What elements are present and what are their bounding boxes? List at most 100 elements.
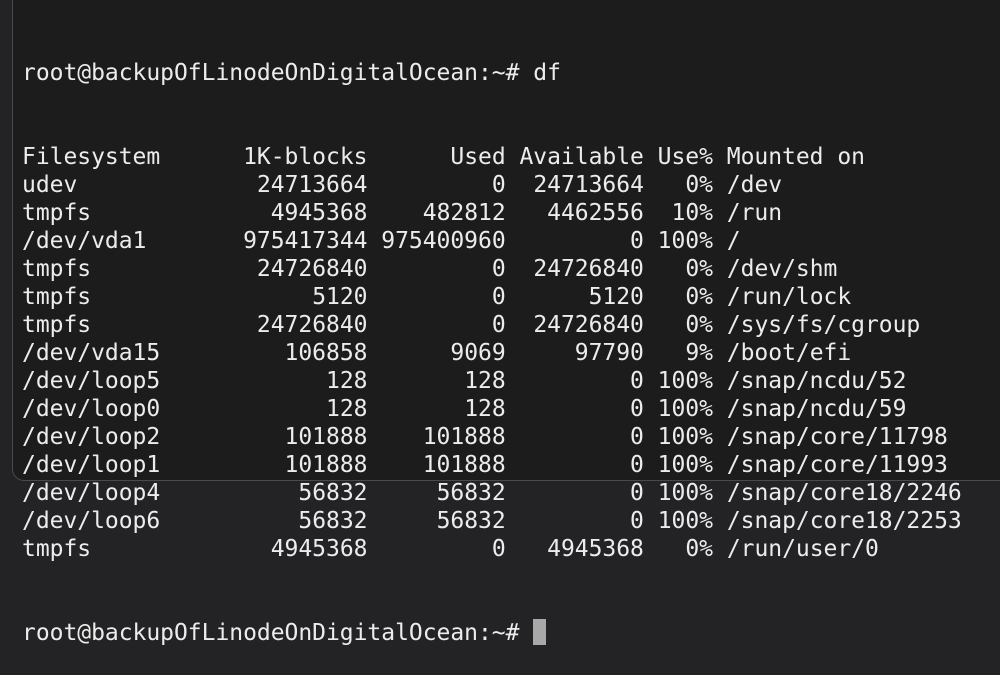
df-table: Filesystem 1K-blocks Used Available Use%… [22,143,962,563]
cell: /run [726,200,783,226]
cell: 0 [630,480,644,506]
cell: 128 [326,396,368,422]
cell: /dev/shm [726,256,838,282]
cell: /dev/loop4 [22,480,161,506]
cell: 0 [630,452,644,478]
cell: 0 [491,536,506,562]
cell: /snap/core/11993 [726,452,948,478]
cell: 1K-blocks [243,144,368,170]
cell: 0% [685,536,713,562]
cell: /dev/loop6 [22,508,161,534]
cell: 100% [657,508,713,534]
cell: 0 [491,172,506,198]
prompt: root@backupOfLinodeOnDigitalOcean:~# [22,620,520,646]
cell: /dev [726,172,783,198]
command: df [533,60,561,86]
cell: Use% [657,144,713,170]
cell: 100% [657,368,713,394]
cell: Mounted on [726,144,865,170]
cell: 100% [657,228,713,254]
table-row: tmpfs 24726840 0 24726840 0% /dev/shm [22,255,962,283]
cell: 4945368 [547,536,644,562]
table-row: /dev/loop1 101888 101888 0 100% /snap/co… [22,451,962,479]
table-row: tmpfs 5120 0 5120 0% /run/lock [22,283,962,311]
cell: 100% [657,480,713,506]
table-row: /dev/loop6 56832 56832 0 100% /snap/core… [22,507,962,535]
cell: 24726840 [533,256,644,282]
cell: 0 [630,228,644,254]
cell: /run/lock [726,284,852,310]
table-row: /dev/loop4 56832 56832 0 100% /snap/core… [22,479,962,507]
cell: 101888 [284,424,368,450]
cell: 0 [491,284,506,310]
cell: 0 [491,312,506,338]
cell: udev [22,172,78,198]
cell: /dev/loop0 [22,396,161,422]
cell: /snap/core18/2246 [726,480,962,506]
cell: 128 [464,368,506,394]
cell: / [726,228,741,254]
terminal-window[interactable] [12,0,1000,481]
text-cursor [533,619,547,645]
cell: 100% [657,452,713,478]
cell: 56832 [298,480,368,506]
cell: 24726840 [256,256,368,282]
cell: 100% [657,396,713,422]
cell: tmpfs [22,536,92,562]
cell: 0% [685,284,713,310]
cell: tmpfs [22,256,92,282]
cell: 56832 [298,508,368,534]
cell: /boot/efi [726,340,852,366]
cell: tmpfs [22,200,92,226]
cell: tmpfs [22,312,92,338]
cell: 0% [685,172,713,198]
table-row: /dev/vda15 106858 9069 97790 9% /boot/ef… [22,339,962,367]
cell: /dev/vda15 [22,340,161,366]
table-row: tmpfs 24726840 0 24726840 0% /sys/fs/cgr… [22,311,962,339]
cell: Filesystem [22,144,161,170]
cell: /dev/loop1 [22,452,161,478]
table-row: udev 24713664 0 24713664 0% /dev [22,171,962,199]
cell: /snap/ncdu/52 [726,368,907,394]
cell: tmpfs [22,284,92,310]
cell: 100% [657,424,713,450]
cell: 24713664 [256,172,368,198]
cell: 975417344 [243,228,368,254]
prompt: root@backupOfLinodeOnDigitalOcean:~# [22,60,520,86]
cell: 24726840 [533,312,644,338]
cell: /sys/fs/cgroup [726,312,921,338]
cell: 9% [685,340,713,366]
cell: /dev/vda1 [22,228,147,254]
cell: 9069 [450,340,506,366]
cell: 4462556 [547,200,644,226]
cell: 975400960 [381,228,506,254]
command-line: root@backupOfLinodeOnDigitalOcean:~# df [22,59,962,87]
cell: 101888 [284,452,368,478]
cell: 482812 [422,200,506,226]
cell: 0% [685,312,713,338]
table-row: tmpfs 4945368 0 4945368 0% /run/user/0 [22,535,962,563]
cell: 128 [326,368,368,394]
cell: Available [519,144,644,170]
cell: 0 [630,424,644,450]
cell: /snap/core/11798 [726,424,948,450]
cell: 56832 [436,480,506,506]
cell: 106858 [284,340,368,366]
cell: 0 [630,508,644,534]
cell: 4945368 [270,536,368,562]
current-prompt-line[interactable]: root@backupOfLinodeOnDigitalOcean:~# [22,619,962,647]
header-row: Filesystem 1K-blocks Used Available Use%… [22,143,962,171]
cell: 0 [630,368,644,394]
cell: /run/user/0 [726,536,879,562]
table-row: /dev/loop2 101888 101888 0 100% /snap/co… [22,423,962,451]
cell: 0 [491,256,506,282]
cell: 24726840 [256,312,368,338]
cell: 10% [671,200,713,226]
cell: /snap/ncdu/59 [726,396,907,422]
cell: 5120 [588,284,644,310]
cell: 56832 [436,508,506,534]
table-row: tmpfs 4945368 482812 4462556 10% /run [22,199,962,227]
terminal-output[interactable]: root@backupOfLinodeOnDigitalOcean:~# df … [22,3,962,675]
cell: Used [450,144,506,170]
cell: 4945368 [270,200,368,226]
